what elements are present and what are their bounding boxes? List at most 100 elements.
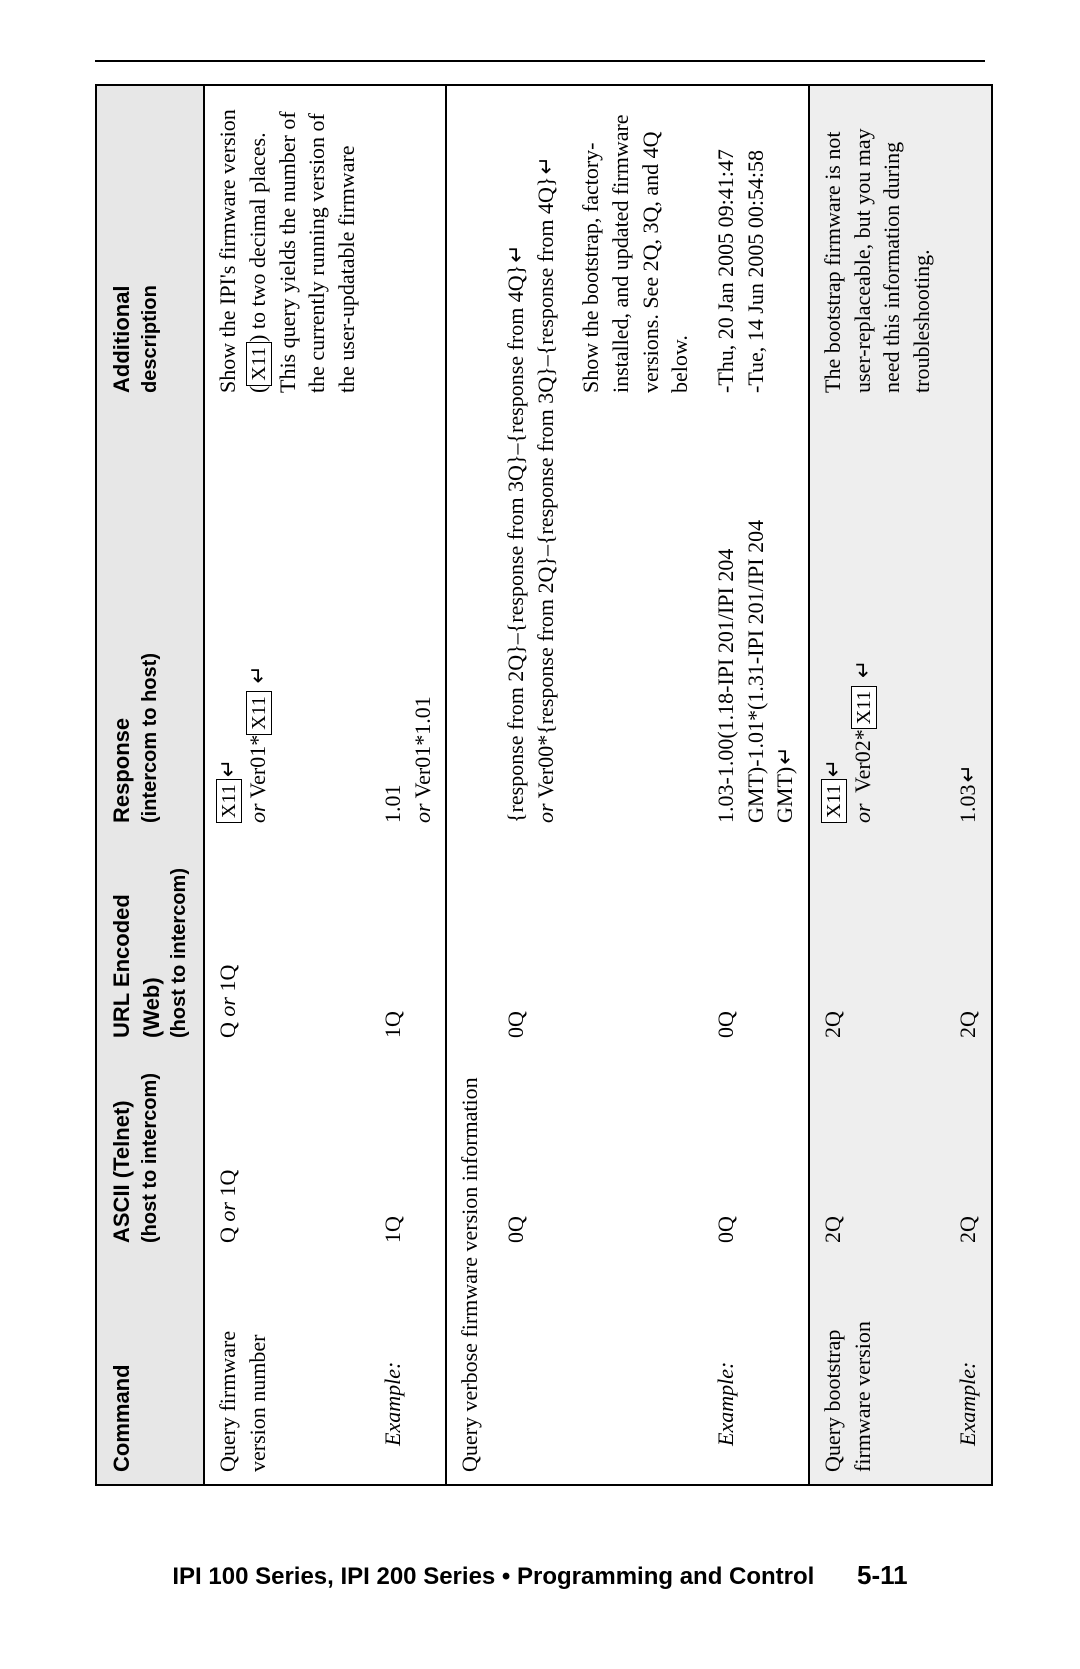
resp-ex: 1.03 [955,764,980,823]
top-rule [95,60,985,62]
col-header-desc-title: Additional [109,285,134,393]
table-row: Query verbose firmware version informati… [446,85,493,1485]
col-header-command-title: Command [109,1364,134,1472]
cell-desc: -Thu, 20 Jan 2005 09:41:47 -Tue, 14 Jun … [703,85,809,405]
cell-ascii: 2Q [945,1050,992,1255]
cell-cmd: Query firmware version number [204,1255,369,1485]
cell-ascii: 1Q [370,1050,446,1255]
resp-line2: or Ver02*X11 [850,660,875,823]
page-footer: IPI 100 Series, IPI 200 Series • Program… [0,1560,1080,1591]
resp-line: {response from 2Q}–{response from 3Q}–{r… [503,265,528,823]
resp-line2: or Ver01*X11 [245,665,270,823]
ascii-val2: 1Q [215,1170,240,1197]
resp-ex-or: or [410,803,435,823]
col-header-url-sub: (host to intercom) [166,847,193,1038]
cell-url: Q or 1Q [204,835,369,1050]
rotated-container: Command ASCII (Telnet) (host to intercom… [95,86,993,1486]
return-icon [820,759,845,779]
return-icon [850,660,875,680]
cell-desc: Show the IPI's firmware version (X11) to… [204,85,369,405]
cell-url: 2Q [945,835,992,1050]
cell-response [568,405,703,835]
col-header-response: Response (intercom to host) [96,405,204,835]
resp-ex-l1b: -Thu, 20 Jan 2005 09:41:47 [713,149,738,393]
resp-ex-text: 1.03 [955,785,980,824]
ascii-text: Q or 1Q [215,1170,240,1243]
cell-response: 1.03-1.00(1.18-IPI 201/IPI 204 GMT)-1.01… [703,405,809,835]
cell-desc: Show the bootstrap, factory-installed, a… [568,85,703,405]
table-wrap: Command ASCII (Telnet) (host to intercom… [95,86,993,1486]
resp-or: or [245,803,270,823]
cell-ascii: 2Q [809,1050,945,1255]
cell-cmd: Example: [703,1255,809,1485]
resp-line: X11 [215,759,240,823]
resp-ver: Ver02* [850,729,875,793]
table-row: 0Q 0Q {response from 2Q}–{response from … [493,85,568,1485]
cell-response: 1.03 [945,405,992,835]
col-header-response-sub: (intercom to host) [137,417,164,823]
return-icon [772,746,797,766]
example-label: Example: [711,1267,741,1472]
example-label: Example: [378,1267,408,1472]
boxed-x11: X11 [851,686,877,730]
col-header-ascii: ASCII (Telnet) (host to intercom) [96,1050,204,1255]
page-content: Command ASCII (Telnet) (host to intercom… [95,60,985,1516]
ascii-or: or [215,1202,240,1222]
cell-url: 1Q [370,835,446,1050]
cell-url [568,835,703,1050]
col-header-ascii-sub: (host to intercom) [137,1062,164,1243]
cell-response: X11 or Ver01*X11 [204,405,369,835]
cell-url: 0Q [703,835,809,1050]
table-row: Example: 1Q 1Q 1.01 or Ver01*1.01 [370,85,446,1485]
url-text: Q or 1Q [215,965,240,1038]
cmd-text: Query firmware version number [215,1331,270,1472]
return-icon [503,244,528,264]
boxed-x11: X11 [821,779,847,823]
table-anchor: Command ASCII (Telnet) (host to intercom… [95,86,985,1516]
ascii-val1: Q [215,1227,240,1243]
resp-ex-l3-text: GMT) [772,767,797,823]
table-row: Show the bootstrap, factory-installed, a… [568,85,703,1485]
col-header-desc-sub: description [137,98,164,393]
resp-ver: Ver01* [245,735,270,799]
col-header-response-title: Response [109,718,134,823]
boxed-x11: X11 [246,342,272,386]
url-or: or [215,997,240,1017]
cell-ascii: 0Q [703,1050,809,1255]
resp-ex1: 1.01 [380,785,405,824]
cell-desc: The bootstrap firmware is not user-repla… [809,85,945,405]
table-row: Example: 2Q 2Q 1.03 [945,85,992,1485]
col-header-desc: Additional description [96,85,204,405]
cell-cmd: Query bootstrap firmware version [809,1255,945,1485]
resp-ex-l1: 1.03-1.00(1.18-IPI 201/IPI 204 [713,549,738,823]
cell-desc [945,85,992,405]
cell-response: 1.01 or Ver01*1.01 [370,405,446,835]
col-header-ascii-title: ASCII (Telnet) [109,1100,134,1243]
cell-cmd-span: Query verbose firmware version informati… [446,85,493,1485]
url-val1: Q [215,1022,240,1038]
cell-ascii: 0Q [493,1050,568,1255]
cell-url: 0Q [493,835,568,1050]
boxed-x11: X11 [216,779,242,823]
cell-cmd: Example: [945,1255,992,1485]
resp-ex2: Ver01*1.01 [410,696,435,798]
resp-line: X11 [820,759,845,823]
table-header-row: Command ASCII (Telnet) (host to intercom… [96,85,204,1485]
cell-cmd: Example: [370,1255,446,1485]
cell-cmd [493,1255,568,1485]
cell-response-wide: {response from 2Q}–{response from 3Q}–{r… [493,85,568,835]
resp-line2: Ver00*{response from 2Q}–{response from … [533,177,558,799]
cell-url: 2Q [809,835,945,1050]
col-header-url: URL Encoded (Web) (host to intercom) [96,835,204,1050]
return-icon [533,156,558,176]
resp-ex-l3: GMT) [772,746,797,823]
cell-ascii: Q or 1Q [204,1050,369,1255]
cell-response: X11 or Ver02*X11 [809,405,945,835]
table-row: Example: 0Q 0Q 1.03-1.00(1.18-IPI 201/IP… [703,85,809,1485]
resp-or: or [533,803,558,823]
command-table: Command ASCII (Telnet) (host to intercom… [95,84,993,1486]
cell-cmd [568,1255,703,1485]
resp-or: or [850,803,875,823]
page-number: 5-11 [821,1560,908,1590]
example-label: Example: [953,1267,983,1472]
